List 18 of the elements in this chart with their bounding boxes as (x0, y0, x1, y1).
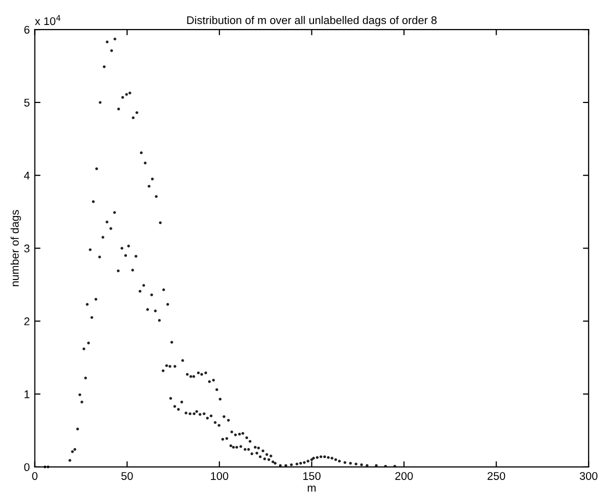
x-tick-label: 50 (121, 472, 133, 480)
x-tick-label: 150 (303, 472, 321, 480)
y-tick-label: 1 (24, 390, 30, 398)
x-axis-title: m (308, 486, 316, 492)
y-tick-label: 5 (24, 98, 30, 107)
y-tick-label: 4 (24, 172, 30, 180)
x-tick-label: 100 (210, 472, 228, 480)
x-tick-label: 0 (32, 472, 38, 480)
x-tick-label: 250 (488, 472, 506, 480)
y-tick-label: 3 (24, 244, 30, 252)
x-tick-label: 300 (580, 472, 598, 480)
y-axis-title: number of dags (10, 210, 21, 286)
y-tick-label: 6 (24, 26, 30, 34)
chart-title: Distribution of m over all unlabelled dags of order 8 (187, 16, 437, 26)
text: x 10$^{4}$ (34, 15, 60, 26)
x-tick-label: 200 (395, 472, 413, 480)
y-tick-label: 2 (24, 317, 30, 326)
y-tick-label: 0 (24, 463, 30, 472)
